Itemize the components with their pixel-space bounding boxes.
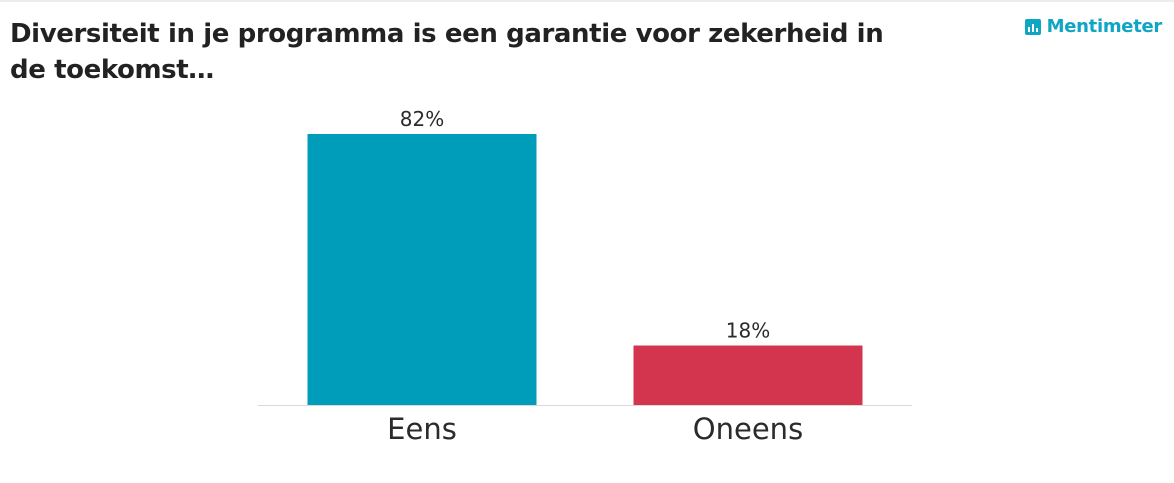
brand-name: Mentimeter	[1046, 16, 1163, 37]
data-label-eens: 82%	[400, 107, 444, 131]
question-title: Diversiteit in je programma is een garan…	[10, 19, 884, 85]
category-label-oneens: Oneens	[693, 412, 803, 446]
category-label-eens: Eens	[387, 412, 457, 446]
brand-logo: Mentimeter	[1024, 16, 1163, 37]
data-label-oneens: 18%	[726, 319, 770, 343]
top-divider	[0, 0, 1174, 2]
bar-chart-logo-icon	[1024, 18, 1041, 35]
bar-oneens	[633, 345, 863, 405]
bar-eens	[307, 134, 537, 405]
